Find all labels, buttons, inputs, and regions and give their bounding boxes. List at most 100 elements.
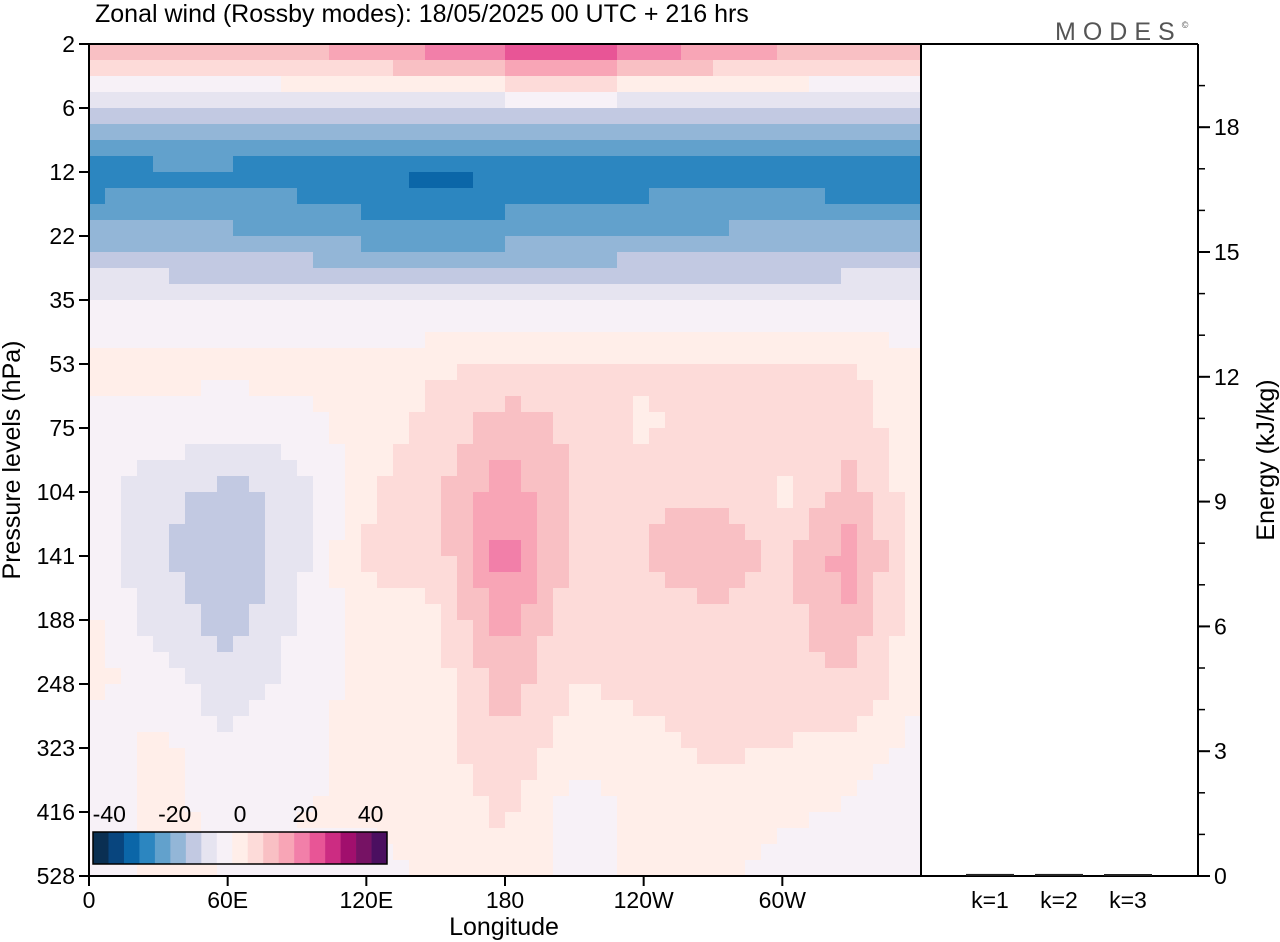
heatmap-cell [345, 796, 362, 813]
heatmap-cell [361, 460, 378, 477]
heatmap-cell [617, 476, 634, 493]
heatmap-cell [505, 604, 522, 621]
heatmap-cell [409, 780, 426, 797]
heatmap-cell [569, 780, 586, 797]
heatmap-cell [649, 364, 666, 381]
heatmap-cell [329, 652, 346, 669]
heatmap-cell [89, 556, 106, 573]
heatmap-cell [665, 396, 682, 413]
heatmap-cell [233, 732, 250, 749]
heatmap-cell [185, 252, 202, 269]
heatmap-cell [441, 764, 458, 781]
heatmap-cell [505, 300, 522, 317]
heatmap-cell [809, 348, 826, 365]
heatmap-cell [441, 172, 458, 189]
energy-tick-label: 18 [1214, 114, 1240, 140]
heatmap-cell [729, 508, 746, 525]
heatmap-cell [121, 492, 138, 509]
heatmap-cell [777, 316, 794, 333]
heatmap-cell [617, 268, 634, 285]
heatmap-cell [265, 668, 282, 685]
heatmap-cell [425, 796, 442, 813]
heatmap-cell [217, 300, 234, 317]
heatmap-cell [745, 636, 762, 653]
heatmap-cell [281, 252, 298, 269]
heatmap-cell [537, 236, 554, 253]
heatmap-cell [793, 700, 810, 717]
heatmap-cell [521, 556, 538, 573]
heatmap-cell [313, 348, 330, 365]
heatmap-cell [121, 732, 138, 749]
heatmap-cell [345, 572, 362, 589]
heatmap-cell [649, 684, 666, 701]
heatmap-cell [585, 588, 602, 605]
heatmap-cell [633, 732, 650, 749]
heatmap-cell [393, 76, 410, 93]
heatmap-cell [185, 124, 202, 141]
heatmap-cell [633, 204, 650, 221]
heatmap-cell [521, 780, 538, 797]
heatmap-cell [217, 236, 234, 253]
heatmap-cell [601, 220, 618, 237]
heatmap-cell [905, 140, 921, 157]
heatmap-cell [409, 748, 426, 765]
heatmap-cell [697, 524, 714, 541]
heatmap-cell [105, 780, 122, 797]
heatmap-cell [697, 364, 714, 381]
heatmap-cell [809, 108, 826, 125]
heatmap-cell [361, 572, 378, 589]
heatmap-cell [137, 780, 154, 797]
heatmap-cell [297, 476, 314, 493]
heatmap-cell [809, 668, 826, 685]
heatmap-cell [841, 300, 858, 317]
heatmap-cell [761, 156, 778, 173]
heatmap-cell [841, 508, 858, 525]
heatmap-cell [345, 668, 362, 685]
heatmap-cell [777, 524, 794, 541]
heatmap-cell [521, 492, 538, 509]
heatmap-cell [233, 524, 250, 541]
heatmap-cell [473, 764, 490, 781]
heatmap-cell [489, 780, 506, 797]
heatmap-cell [281, 76, 298, 93]
heatmap-cell [361, 412, 378, 429]
heatmap-cell [761, 108, 778, 125]
pressure-tick-label: 35 [49, 287, 75, 313]
heatmap-cell [665, 588, 682, 605]
heatmap-cell [169, 396, 186, 413]
heatmap-cell [153, 556, 170, 573]
heatmap-cell [89, 364, 106, 381]
heatmap-cell [777, 396, 794, 413]
heatmap-cell [441, 844, 458, 861]
heatmap-cell [489, 300, 506, 317]
heatmap-cell [601, 284, 618, 301]
heatmap-cell [297, 764, 314, 781]
heatmap-cell [457, 428, 474, 445]
heatmap-cell [585, 604, 602, 621]
heatmap-cell [649, 60, 666, 77]
heatmap-cell [745, 764, 762, 781]
heatmap-cell [713, 268, 730, 285]
heatmap-cell [313, 284, 330, 301]
heatmap-cell [729, 844, 746, 861]
heatmap-cell [473, 636, 490, 653]
heatmap-cell [409, 220, 426, 237]
heatmap-cell [889, 252, 906, 269]
heatmap-cell [649, 828, 666, 845]
heatmap-cell [393, 380, 410, 397]
heatmap-cell [425, 620, 442, 637]
heatmap-cell [521, 236, 538, 253]
wavenumber-axis: k=1 k=2 k=3 [971, 887, 1147, 913]
heatmap-cell [265, 236, 282, 253]
heatmap-cell [281, 780, 298, 797]
heatmap-cell [745, 76, 762, 93]
heatmap-cell [713, 220, 730, 237]
heatmap-cell [889, 860, 906, 876]
heatmap-cell [857, 204, 874, 221]
heatmap-cell [793, 124, 810, 141]
heatmap-cell [185, 780, 202, 797]
heatmap-cell [377, 108, 394, 125]
heatmap-cell [201, 764, 218, 781]
heatmap-cell [249, 204, 266, 221]
heatmap-cell [105, 236, 122, 253]
